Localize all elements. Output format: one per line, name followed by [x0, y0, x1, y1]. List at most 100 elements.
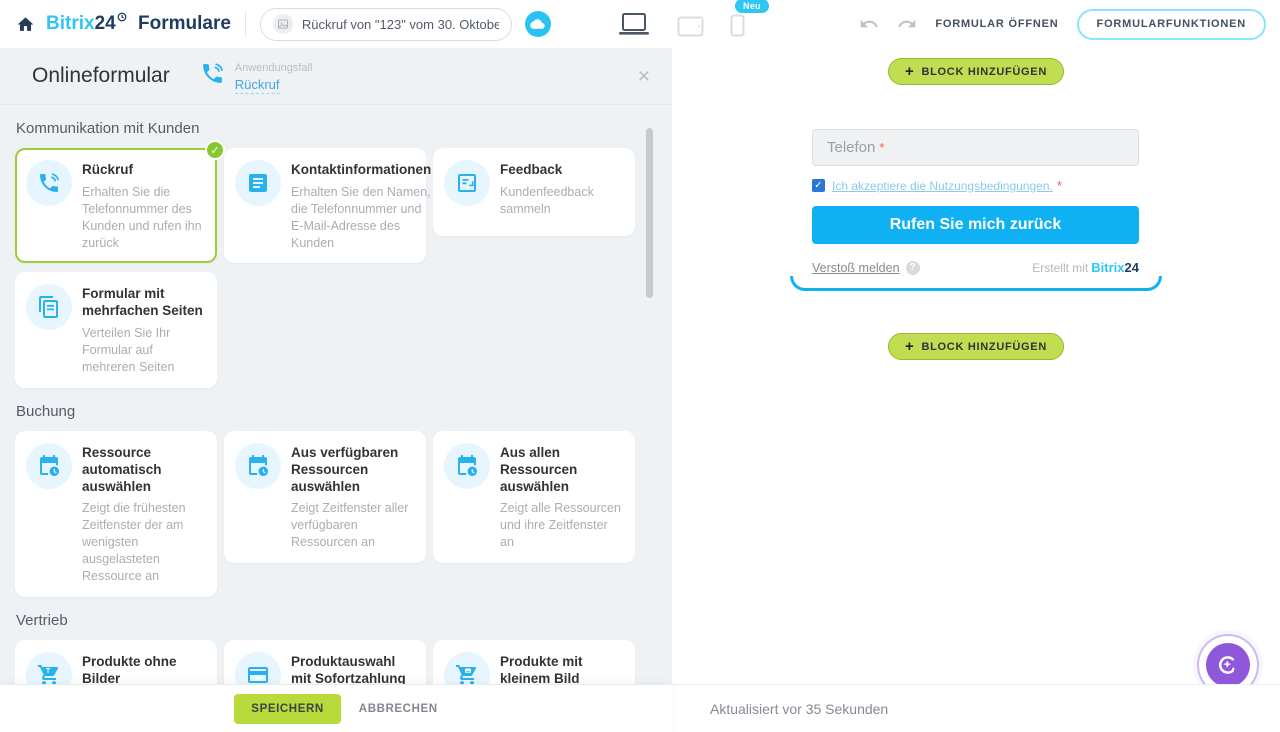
consent-row: ✓ Ich akzeptiere die Nutzungsbedingungen…	[812, 178, 1139, 193]
card-title: Aus allen Ressourcen auswählen	[500, 444, 578, 494]
card-title: Formular mit mehrfachen Seiten	[82, 286, 203, 319]
app-logo: Bitrix24 Formulare	[46, 12, 231, 35]
mobile-preview-icon[interactable]	[730, 14, 745, 37]
cloud-sync-button[interactable]	[524, 11, 551, 37]
template-card[interactable]: Kontaktinformationen Erhalten Sie den Na…	[224, 148, 431, 264]
svg-text:T: T	[46, 668, 51, 675]
card-title: Kontaktinformationen	[291, 162, 432, 177]
payment-icon	[235, 651, 281, 684]
use-case-value[interactable]: Rückruf	[234, 77, 280, 94]
add-block-label: BLOCK HINZUFÜGEN	[921, 65, 1047, 78]
form-functions-button[interactable]: FORMULARFUNKTIONEN	[1076, 8, 1266, 40]
card-description: Erhalten Sie die Telefonnummer des Kunde…	[82, 184, 202, 250]
template-card[interactable]: T Produkte ohne Bilder Produkte ohne Bil…	[15, 639, 217, 684]
device-preview-switch: Neu	[617, 0, 769, 37]
card-title: Produkte ohne Bilder	[82, 653, 177, 684]
made-with-brand: Erstellt mit Bitrix24	[1032, 260, 1139, 275]
template-card[interactable]: Ressource automatisch auswählen Zeigt di…	[15, 430, 217, 597]
card-title: Ressource automatisch auswählen	[82, 444, 162, 494]
cloud-icon	[530, 19, 546, 29]
plus-icon: +	[905, 63, 915, 80]
panel-actions: SPEICHERN ABBRECHEN	[0, 685, 672, 732]
header-divider	[244, 12, 246, 36]
form-footer: Verstoß melden ? Erstellt mit Bitrix24	[812, 260, 1139, 275]
callback-phone-icon	[200, 61, 225, 91]
logo-bitrix: Bitrix	[46, 13, 95, 34]
header-actions: FORMULAR ÖFFNEN FORMULARFUNKTIONEN	[859, 0, 1266, 48]
section-title: Kommunikation mit Kunden	[16, 120, 200, 137]
product-name: Formulare	[138, 13, 231, 34]
submit-button[interactable]: Rufen Sie mich zurück	[812, 206, 1139, 244]
copilot-button[interactable]	[1197, 634, 1259, 696]
phone-placeholder: Telefon	[827, 139, 876, 156]
add-block-button-bottom[interactable]: + BLOCK HINZUFÜGEN	[888, 333, 1064, 360]
template-card[interactable]: Rückruf Erhalten Sie die Telefonnummer d…	[15, 140, 225, 264]
template-card[interactable]: Feedback Kundenfeedback sammeln	[433, 148, 635, 236]
clock-icon	[117, 6, 127, 27]
calendar-clock-icon	[235, 442, 281, 489]
template-section: Buchung Ressource automatisch auswählen …	[15, 403, 672, 597]
terms-link[interactable]: Ich akzeptiere die Nutzungsbedingungen.	[832, 178, 1053, 193]
add-block-label: BLOCK HINZUFÜGEN	[921, 340, 1047, 353]
add-block-button-top[interactable]: + BLOCK HINZUFÜGEN	[888, 58, 1064, 85]
section-title: Vertrieb	[16, 611, 68, 629]
card-description: Verteilen Sie Ihr Formular auf mehreren …	[82, 326, 175, 374]
cart-ticket-icon: T	[26, 651, 72, 684]
card-grid: Ressource automatisch auswählen Zeigt di…	[15, 430, 647, 597]
required-mark: *	[1056, 178, 1062, 193]
template-card[interactable]: Aus allen Ressourcen auswählen Zeigt all…	[433, 430, 635, 563]
card-grid: T Produkte ohne Bilder Produkte ohne Bil…	[15, 639, 647, 684]
top-header: Bitrix24 Formulare Rückruf von "123" vom…	[0, 0, 1280, 48]
form-title-text: Rückruf von "123" vom 30. Oktober	[301, 16, 499, 32]
calendar-clock-icon	[26, 442, 72, 489]
document-icon	[235, 160, 281, 206]
section-title: Buchung	[16, 402, 76, 420]
template-panel: Onlineformular Anwendungsfall Rückruf × …	[0, 48, 672, 684]
bottom-bar: Aktualisiert vor 35 Sekunden SPEICHERN A…	[0, 684, 1280, 732]
image-icon	[272, 14, 293, 34]
logo-24: 24	[94, 13, 116, 34]
pages-icon	[26, 284, 72, 331]
card-description: Zeigt alle Ressourcen und ihre Zeitfenst…	[500, 501, 621, 550]
tablet-preview-icon[interactable]	[677, 16, 704, 37]
consent-checkbox[interactable]: ✓	[812, 179, 825, 192]
form-title-input[interactable]: Rückruf von "123" vom 30. Oktober	[259, 7, 512, 41]
open-form-button[interactable]: FORMULAR ÖFFNEN	[935, 18, 1059, 30]
template-card[interactable]: Formular mit mehrfachen Seiten Verteilen…	[15, 272, 217, 388]
desktop-preview-icon[interactable]	[617, 12, 651, 37]
close-icon[interactable]: ×	[637, 64, 650, 88]
cancel-button[interactable]: ABBRECHEN	[358, 702, 438, 715]
card-title: Rückruf	[82, 162, 134, 177]
panel-header: Onlineformular Anwendungsfall Rückruf ×	[0, 48, 672, 105]
report-abuse-link[interactable]: Verstoß melden	[812, 260, 900, 275]
home-icon[interactable]	[16, 15, 35, 34]
selected-block-outline	[790, 276, 1162, 291]
card-description: Erhalten Sie den Namen, die Telefonnumme…	[291, 184, 431, 250]
undo-icon[interactable]	[859, 14, 879, 34]
card-description: Kundenfeedback sammeln	[500, 184, 594, 216]
copilot-icon	[1206, 643, 1250, 687]
form-canvas: + BLOCK HINZUFÜGEN Telefon * ✓ Ich akzep…	[672, 48, 1280, 696]
help-icon[interactable]: ?	[905, 260, 920, 275]
card-description: Zeigt die frühesten Zeitfenster der am w…	[82, 501, 186, 583]
panel-title: Onlineformular	[32, 64, 170, 87]
calendar-clock-icon	[444, 442, 490, 489]
selected-check-icon: ✓	[205, 140, 225, 160]
use-case: Anwendungsfall Rückruf	[234, 58, 312, 95]
template-card[interactable]: Aus verfügbaren Ressourcen auswählen Zei…	[224, 430, 426, 563]
phone-icon	[26, 160, 72, 206]
panel-scrollbar[interactable]	[646, 128, 653, 298]
template-card[interactable]: Produkte mit kleinem Bild Produkte mit e…	[433, 639, 635, 684]
template-card[interactable]: Produktauswahl mit Sofortzahlung Zahlung…	[224, 639, 426, 684]
card-title: Aus verfügbaren Ressourcen auswählen	[291, 444, 399, 494]
status-text: Aktualisiert vor 35 Sekunden	[710, 701, 889, 717]
plus-icon: +	[905, 338, 915, 355]
phone-input[interactable]: Telefon *	[812, 129, 1139, 166]
redo-icon[interactable]	[897, 14, 917, 34]
template-section: Vertrieb T Produkte ohne Bilder Produkte…	[15, 612, 672, 684]
panel-sections: Kommunikation mit Kunden Rückruf Erhalte…	[0, 120, 672, 684]
template-section: Kommunikation mit Kunden Rückruf Erhalte…	[15, 120, 672, 388]
save-button[interactable]: SPEICHERN	[234, 693, 341, 724]
card-title: Produkte mit kleinem Bild	[500, 653, 583, 684]
